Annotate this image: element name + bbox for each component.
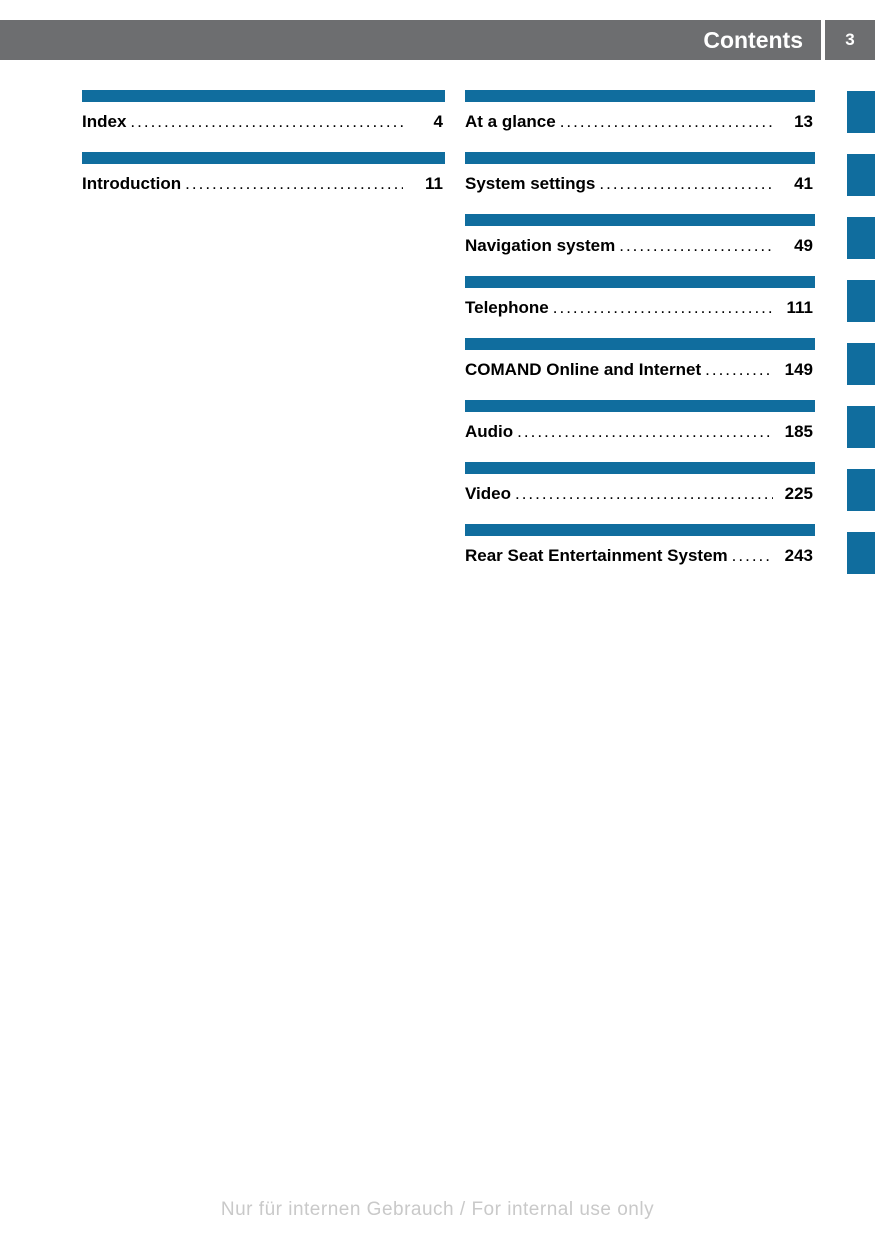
toc-leader-dots: ........................................…	[732, 546, 773, 566]
side-tab	[847, 280, 875, 322]
toc-row: Rear Seat Entertainment System .........…	[465, 536, 815, 576]
footer-text: Nur für internen Gebrauch / For internal…	[221, 1199, 654, 1220]
toc-leader-dots: ........................................…	[619, 236, 773, 256]
section-divider-bar	[465, 214, 815, 226]
page-number-box: 3	[825, 20, 875, 60]
side-tab	[847, 469, 875, 511]
section-divider-bar	[465, 462, 815, 474]
toc-leader-dots: ........................................…	[553, 298, 773, 318]
toc-title: Audio	[465, 422, 513, 442]
toc-row: Navigation system ......................…	[465, 226, 815, 266]
toc-title: Video	[465, 484, 511, 504]
toc-page-number: 13	[777, 112, 813, 132]
toc-leader-dots: ........................................…	[705, 360, 773, 380]
toc-section: At a glance ............................…	[465, 90, 815, 142]
toc-title: System settings	[465, 174, 595, 194]
toc-section: Rear Seat Entertainment System .........…	[465, 524, 815, 576]
toc-row: Telephone ..............................…	[465, 288, 815, 328]
header-bar: Contents	[0, 20, 821, 60]
toc-page-number: 49	[777, 236, 813, 256]
section-divider-bar	[465, 338, 815, 350]
toc-page-number: 225	[777, 484, 813, 504]
toc-page-number: 243	[777, 546, 813, 566]
side-tab	[847, 343, 875, 385]
toc-title: Introduction	[82, 174, 181, 194]
side-tab	[847, 532, 875, 574]
toc-leader-dots: ........................................…	[599, 174, 773, 194]
toc-section: System settings ........................…	[465, 152, 815, 204]
section-divider-bar	[465, 152, 815, 164]
toc-row: System settings ........................…	[465, 164, 815, 204]
toc-page-number: 185	[777, 422, 813, 442]
toc-title: Navigation system	[465, 236, 615, 256]
side-tab	[847, 406, 875, 448]
toc-row: Introduction ...........................…	[82, 164, 445, 204]
section-divider-bar	[465, 524, 815, 536]
section-divider-bar	[82, 90, 445, 102]
section-divider-bar	[465, 90, 815, 102]
toc-section: Telephone ..............................…	[465, 276, 815, 328]
toc-left-column: Index ..................................…	[82, 90, 445, 586]
toc-section: COMAND Online and Internet .............…	[465, 338, 815, 390]
toc-title: At a glance	[465, 112, 556, 132]
toc-title: Index	[82, 112, 126, 132]
toc-row: COMAND Online and Internet .............…	[465, 350, 815, 390]
toc-leader-dots: ........................................…	[560, 112, 773, 132]
toc-title: Telephone	[465, 298, 549, 318]
toc-row: Audio ..................................…	[465, 412, 815, 452]
side-tab	[847, 154, 875, 196]
toc-right-column: At a glance ............................…	[465, 90, 815, 586]
content-area: Index ..................................…	[82, 90, 835, 586]
toc-title: Rear Seat Entertainment System	[465, 546, 728, 566]
toc-section: Introduction ...........................…	[82, 152, 445, 204]
toc-section: Index ..................................…	[82, 90, 445, 142]
section-divider-bar	[465, 276, 815, 288]
toc-page-number: 4	[407, 112, 443, 132]
section-divider-bar	[465, 400, 815, 412]
toc-title: COMAND Online and Internet	[465, 360, 701, 380]
toc-section: Video ..................................…	[465, 462, 815, 514]
toc-leader-dots: ........................................…	[185, 174, 403, 194]
toc-row: At a glance ............................…	[465, 102, 815, 142]
header-title: Contents	[703, 27, 803, 54]
toc-section: Navigation system ......................…	[465, 214, 815, 266]
side-tabs	[847, 91, 875, 595]
footer-watermark: Nur für internen Gebrauch / For internal…	[0, 1199, 875, 1221]
toc-row: Index ..................................…	[82, 102, 445, 142]
toc-leader-dots: ........................................…	[515, 484, 773, 504]
side-tab	[847, 217, 875, 259]
section-divider-bar	[82, 152, 445, 164]
toc-page-number: 11	[407, 174, 443, 194]
side-tab	[847, 91, 875, 133]
page-number: 3	[845, 30, 854, 50]
toc-section: Audio ..................................…	[465, 400, 815, 452]
page-header: Contents 3	[0, 20, 875, 60]
toc-leader-dots: ........................................…	[130, 112, 403, 132]
toc-page-number: 41	[777, 174, 813, 194]
toc-leader-dots: ........................................…	[517, 422, 773, 442]
toc-page-number: 149	[777, 360, 813, 380]
toc-page-number: 111	[777, 298, 813, 318]
toc-row: Video ..................................…	[465, 474, 815, 514]
